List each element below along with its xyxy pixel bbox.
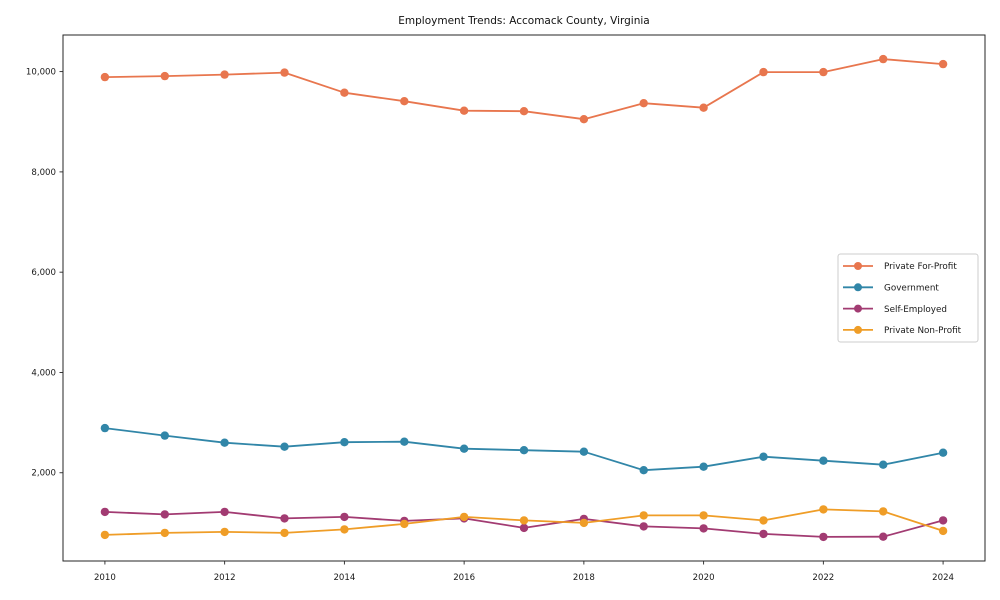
x-tick-label: 2022 [812, 573, 834, 583]
data-point-private-for-profit [100, 72, 110, 82]
y-tick-label: 2,000 [31, 469, 56, 479]
data-point-private-non-profit [699, 511, 708, 520]
legend-marker [854, 304, 862, 313]
data-point-private-non-profit [879, 507, 888, 516]
data-point-government [699, 462, 708, 471]
data-point-private-non-profit [579, 518, 589, 528]
data-point-government [639, 466, 648, 475]
x-tick-label: 2024 [932, 573, 954, 583]
data-point-self-employed [280, 514, 289, 523]
series-private-for-profit [100, 54, 948, 124]
data-point-private-for-profit [938, 59, 948, 69]
data-point-private-for-profit [340, 88, 349, 97]
y-tick-label: 6,000 [31, 268, 56, 278]
x-tick-label: 2018 [573, 573, 595, 583]
data-point-self-employed [160, 510, 169, 519]
data-point-private-non-profit [938, 526, 948, 536]
x-tick-label: 2020 [693, 573, 715, 583]
data-point-private-non-profit [340, 525, 349, 534]
data-point-government [220, 438, 229, 447]
data-point-government [759, 452, 768, 461]
legend-marker [854, 283, 862, 292]
y-tick-label: 8,000 [31, 168, 56, 178]
data-point-private-for-profit [220, 70, 229, 79]
legend-label: Self-Employed [884, 305, 947, 315]
legend-label: Private Non-Profit [884, 326, 962, 336]
data-point-private-for-profit [400, 97, 409, 106]
data-point-government [819, 456, 828, 465]
x-tick-label: 2012 [214, 573, 236, 583]
data-point-government [459, 444, 469, 453]
y-axis: 2,000 4,000 6,000 8,000 10,000 [26, 68, 63, 479]
data-point-government [400, 437, 409, 446]
y-tick-label: 10,000 [26, 68, 56, 78]
y-tick-label: 4,000 [31, 368, 56, 378]
data-point-private-non-profit [220, 527, 229, 537]
data-point-self-employed [699, 524, 708, 533]
axes-frame [62, 34, 986, 562]
x-tick-label: 2010 [94, 573, 116, 583]
data-point-private-non-profit [759, 516, 768, 525]
data-point-self-employed [220, 507, 229, 517]
data-point-self-employed [759, 529, 768, 539]
series-government [100, 423, 948, 475]
data-point-self-employed [340, 512, 349, 522]
series-private-non-profit [100, 505, 948, 540]
data-point-private-for-profit [699, 103, 708, 112]
data-point-self-employed [519, 523, 529, 533]
data-point-government [879, 460, 888, 469]
data-point-self-employed [100, 507, 110, 517]
data-point-private-non-profit [519, 516, 529, 525]
legend-label: Government [884, 284, 939, 294]
data-point-private-for-profit [639, 99, 648, 108]
legend-marker [854, 262, 862, 270]
data-point-self-employed [639, 522, 648, 531]
data-point-private-non-profit [819, 505, 828, 514]
x-tick-label: 2016 [453, 573, 475, 583]
data-point-government [579, 447, 589, 456]
data-point-private-non-profit [639, 511, 648, 520]
legend-label: Private For-Profit [884, 262, 957, 272]
data-point-private-for-profit [459, 106, 469, 115]
data-point-self-employed [819, 532, 828, 542]
data-point-government [280, 442, 289, 451]
data-point-self-employed [938, 516, 948, 525]
x-axis: 2010 2012 2014 2016 2018 2020 2022 2024 [94, 561, 954, 583]
data-point-private-non-profit [160, 528, 169, 538]
legend-marker [854, 325, 862, 334]
data-point-government [100, 423, 110, 433]
data-point-self-employed [879, 532, 888, 541]
data-point-government [938, 448, 948, 457]
data-point-private-for-profit [280, 68, 289, 77]
legend-box [837, 253, 979, 343]
data-point-private-for-profit [879, 54, 888, 64]
x-tick-label: 2014 [333, 573, 355, 583]
data-point-private-for-profit [759, 67, 768, 77]
data-point-private-for-profit [519, 107, 529, 116]
legend-entry-government: Government [843, 283, 939, 294]
data-point-private-non-profit [100, 530, 110, 540]
legend: Private For-Profit Government Self-Employe… [837, 253, 979, 343]
data-point-private-for-profit [819, 67, 828, 77]
data-point-private-non-profit [280, 528, 289, 538]
data-point-private-for-profit [160, 71, 169, 81]
legend-entry-private-non-profit: Private Non-Profit [843, 325, 962, 336]
legend-entry-self-employed: Self-Employed [843, 304, 947, 315]
data-point-private-non-profit [459, 512, 469, 522]
data-point-private-non-profit [400, 519, 409, 529]
chart-title: Employment Trends: Accomack County, Virg… [398, 15, 649, 27]
data-point-government [519, 446, 529, 455]
data-point-government [160, 431, 169, 440]
legend-entry-private-for-profit: Private For-Profit [843, 262, 957, 272]
data-point-government [340, 438, 349, 447]
data-point-private-for-profit [579, 115, 589, 124]
